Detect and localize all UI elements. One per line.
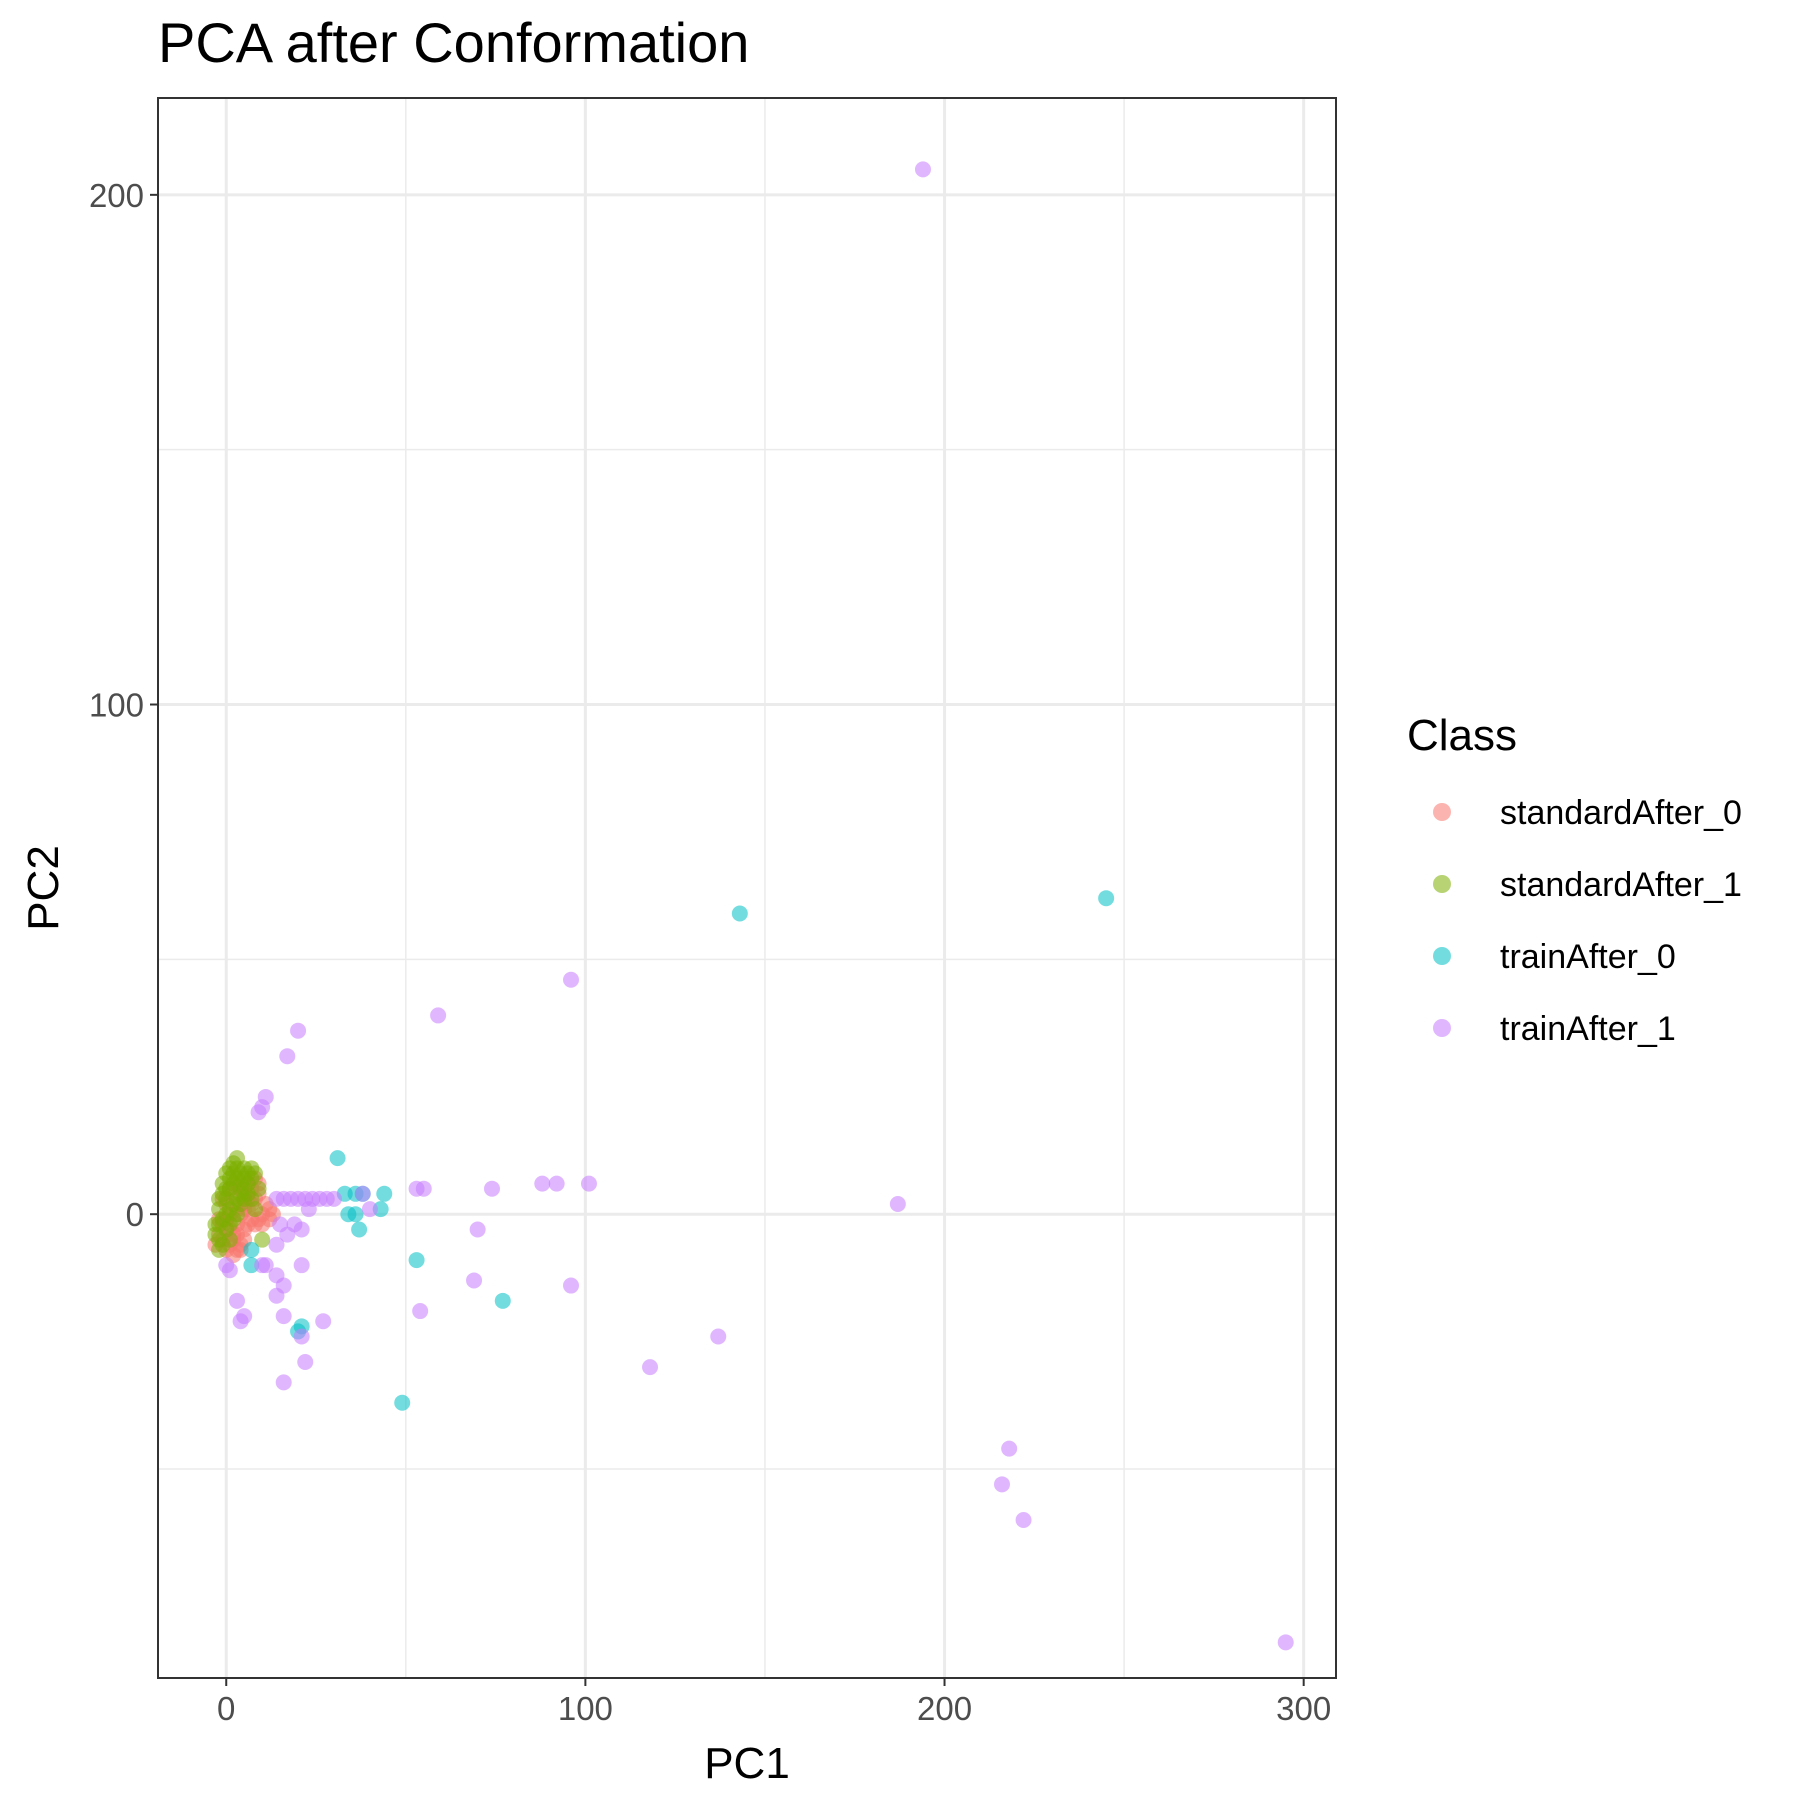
- x-axis-label: PC1: [704, 1739, 790, 1788]
- data-point: [494, 1292, 511, 1309]
- data-point: [297, 1354, 314, 1370]
- x-tick-label: 0: [217, 1690, 235, 1727]
- x-tick-label: 100: [558, 1690, 613, 1727]
- data-point: [642, 1359, 659, 1376]
- data-point: [221, 1262, 238, 1279]
- data-point: [1015, 1512, 1032, 1528]
- data-point: [293, 1221, 310, 1238]
- data-point: [347, 1206, 364, 1223]
- legend-key: [1433, 803, 1451, 821]
- series-standardAfter_1: [207, 1150, 271, 1258]
- data-point: [1098, 890, 1115, 907]
- data-point: [221, 1231, 238, 1248]
- data-point: [268, 1236, 285, 1253]
- data-point: [993, 1476, 1010, 1493]
- legend-key: [1433, 875, 1451, 893]
- legend-items: standardAfter_0 standardAfter_1 trainAfter…: [1433, 794, 1742, 1048]
- data-point: [211, 1241, 228, 1258]
- data-point: [469, 1221, 486, 1238]
- data-point: [580, 1175, 597, 1192]
- data-point: [279, 1048, 296, 1065]
- plot-panel-border: [157, 97, 1337, 1679]
- data-point: [466, 1272, 483, 1289]
- axis-ticks: 0 100 200 300 0 100 200: [89, 177, 1331, 1727]
- data-point: [889, 1196, 906, 1212]
- data-point: [415, 1180, 432, 1197]
- data-point: [563, 1277, 580, 1294]
- data-point: [325, 1190, 342, 1207]
- y-tick-label: 200: [89, 177, 144, 214]
- chart-title: PCA after Conformation: [158, 11, 749, 74]
- data-point: [408, 1252, 425, 1269]
- data-point: [315, 1313, 332, 1330]
- data-point: [229, 1292, 246, 1309]
- legend: Class standardAfter_0 standardAfter_1trai…: [1407, 711, 1742, 1048]
- data-point: [548, 1175, 565, 1192]
- x-tick-label: 300: [1276, 1690, 1331, 1727]
- data-point: [329, 1150, 346, 1167]
- legend-title: Class: [1407, 711, 1517, 760]
- legend-label: trainAfter_0: [1500, 938, 1676, 976]
- data-point: [430, 1007, 447, 1024]
- data-point: [257, 1257, 274, 1274]
- data-point: [214, 1175, 231, 1192]
- grid-lines: [158, 98, 1336, 1678]
- data-point: [412, 1303, 429, 1320]
- data-point: [290, 1022, 307, 1039]
- data-point: [376, 1185, 393, 1202]
- data-point: [361, 1201, 378, 1218]
- data-point: [207, 1226, 224, 1243]
- series-trainAfter_1: [218, 161, 1294, 1651]
- data-point: [243, 1241, 260, 1258]
- data-point: [268, 1287, 285, 1304]
- data-point: [211, 1190, 228, 1207]
- data-point: [731, 905, 748, 922]
- data-point: [275, 1308, 292, 1325]
- data-point: [351, 1221, 368, 1238]
- data-point: [293, 1328, 310, 1345]
- data-point: [710, 1328, 727, 1345]
- data-point: [236, 1308, 253, 1325]
- data-point: [394, 1394, 411, 1411]
- legend-label: standardAfter_0: [1500, 794, 1742, 832]
- y-tick-label: 0: [126, 1196, 144, 1233]
- legend-label: trainAfter_1: [1500, 1010, 1676, 1048]
- data-point: [1001, 1440, 1018, 1457]
- data-point: [246, 1201, 263, 1218]
- x-tick-label: 200: [917, 1690, 972, 1727]
- data-point: [293, 1257, 310, 1274]
- legend-key: [1433, 1019, 1451, 1037]
- y-axis-label: PC2: [19, 845, 68, 931]
- data-point: [1277, 1634, 1294, 1651]
- series-trainAfter_0: [243, 890, 1115, 1411]
- data-point: [254, 1231, 271, 1248]
- data-point: [236, 1170, 253, 1187]
- data-point: [914, 161, 931, 178]
- data-point: [563, 971, 580, 988]
- data-point: [239, 1216, 256, 1233]
- data-point: [534, 1175, 551, 1192]
- data-point: [275, 1374, 292, 1391]
- data-points: [207, 161, 1294, 1651]
- legend-key: [1433, 947, 1451, 965]
- legend-label: standardAfter_1: [1500, 866, 1742, 904]
- y-tick-label: 100: [89, 687, 144, 724]
- data-point: [484, 1180, 501, 1197]
- data-point: [300, 1201, 317, 1218]
- data-point: [354, 1185, 371, 1202]
- data-point: [250, 1104, 267, 1121]
